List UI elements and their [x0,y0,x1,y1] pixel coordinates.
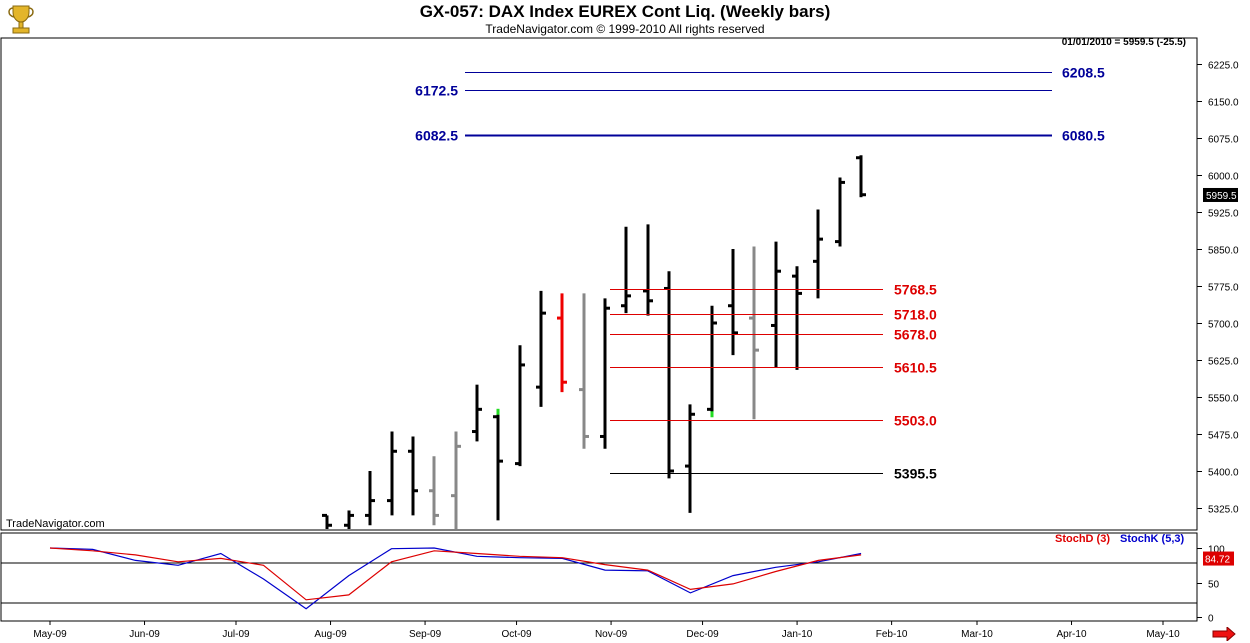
price-tick-label: 5475.0 [1208,431,1239,442]
price-tick-label: 5775.0 [1208,283,1239,294]
price-tick-label: 5325.0 [1208,505,1239,516]
month-tick-label: Feb-10 [876,629,908,640]
month-tick-label: Apr-10 [1057,629,1087,640]
watermark: TradeNavigator.com [6,518,105,530]
month-tick-label: Dec-09 [686,629,719,640]
price-tick-label: 5550.0 [1208,394,1239,405]
price-panel [0,37,1198,531]
stoch-last-box [1203,551,1234,566]
price-tick-label: 6000.0 [1208,172,1239,183]
price-level-label: 5503.0 [894,413,937,429]
price-tick-label: 6150.0 [1208,98,1239,109]
price-level-label: 5395.5 [894,466,937,482]
price-level-label: 5718.0 [894,307,937,323]
legend-stochd: StochD (3) [1055,533,1110,545]
price-level-label: 5768.5 [894,282,937,298]
stoch-panel [0,532,1198,622]
price-level-label: 5678.0 [894,327,937,343]
month-tick-label: Mar-10 [961,629,993,640]
stoch-tick-label: 0 [1208,614,1214,625]
stoch-tick-label: 50 [1208,580,1220,591]
price-level-label-left: 6172.5 [415,83,458,99]
signal-marker [496,408,500,415]
trophy-logo-icon [8,5,34,34]
last-price-box [1203,187,1238,202]
price-tick-label: 6225.0 [1208,61,1239,72]
price-level-label-left: 6082.5 [415,128,458,144]
stoch-tick-label: 100 [1208,545,1225,556]
month-tick-label: Sep-09 [409,629,442,640]
month-tick-label: Jun-09 [129,629,160,640]
price-tick-label: 5625.0 [1208,357,1239,368]
signal-marker [710,411,714,418]
last-price-readout: 01/01/2010 = 5959.5 (-25.5) [1061,37,1186,48]
price-tick-label: 6075.0 [1208,135,1239,146]
price-level-label: 6208.5 [1062,65,1105,81]
stoch-last-label: 84.72 [1205,555,1230,566]
price-tick-label: 5700.0 [1208,320,1239,331]
price-level-label: 6080.5 [1062,128,1105,144]
month-tick-label: May-09 [33,629,67,640]
month-tick-label: Nov-09 [595,629,628,640]
month-tick-label: Jul-09 [222,629,250,640]
chart-subtitle: TradeNavigator.com © 1999-2010 All right… [485,22,765,36]
price-tick-label: 5925.0 [1208,209,1239,220]
month-tick-label: Oct-09 [502,629,532,640]
month-tick-label: May-10 [1146,629,1180,640]
legend-stochk: StochK (5,3) [1120,533,1185,545]
price-level-label: 5610.5 [894,360,937,376]
last-price-label: 5959.5 [1206,191,1237,202]
price-tick-label: 5850.0 [1208,246,1239,257]
price-tick-label: 5400.0 [1208,468,1239,479]
stoch-series-line [49,547,862,601]
chart-title: GX-057: DAX Index EUREX Cont Liq. (Weekl… [419,2,831,21]
month-tick-label: Jan-10 [782,629,813,640]
scroll-right-arrow-icon[interactable] [1212,627,1236,641]
month-tick-label: Aug-09 [314,629,347,640]
